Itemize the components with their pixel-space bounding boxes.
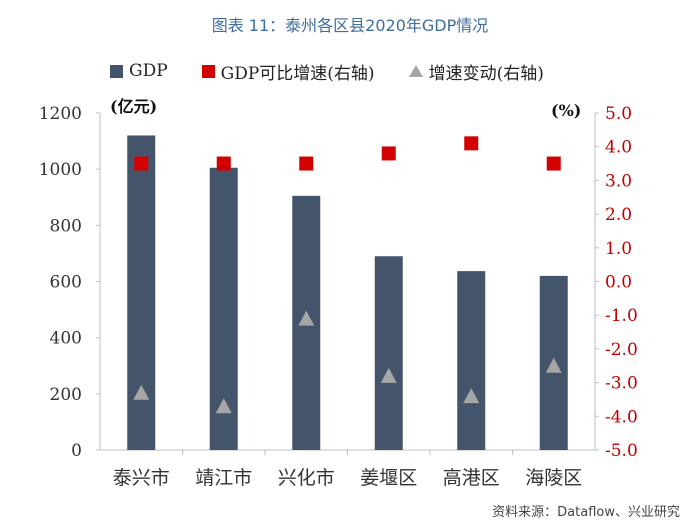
right-tick-label: 2.0 (605, 205, 632, 225)
right-tick-label: 3.0 (605, 171, 632, 191)
change-marker (133, 384, 150, 400)
right-tick-label: 0.0 (605, 273, 632, 293)
legend-label-change: 增速变动(右轴) (428, 63, 544, 84)
right-tick-label: -1.0 (605, 306, 638, 326)
growth-marker (546, 156, 561, 171)
legend-swatch-triangle (408, 65, 423, 77)
right-tick-label: -4.0 (605, 407, 638, 427)
legend-label-gdp: GDP (129, 61, 168, 81)
legend-label-growth: GDP可比增速(右轴) (220, 63, 375, 84)
category-label: 姜堰区 (360, 467, 417, 489)
right-tick-label: 1.0 (605, 239, 632, 259)
source-note: 资料来源：Dataflow、兴业研究 (492, 505, 680, 520)
left-tick-label: 0 (71, 441, 82, 461)
change-marker (215, 398, 232, 414)
change-marker (463, 388, 480, 404)
gdp-bar (374, 256, 403, 450)
right-tick-label: -3.0 (605, 374, 638, 394)
growth-marker (299, 156, 314, 171)
growth-marker (381, 146, 396, 161)
left-tick-label: 400 (50, 329, 82, 349)
left-tick-label: 1200 (39, 104, 82, 124)
legend-swatch-bar (110, 64, 123, 78)
category-label: 兴化市 (278, 467, 335, 489)
legend: GDP GDP可比增速(右轴) 增速变动(右轴) (110, 58, 578, 84)
category-label: 高港区 (443, 467, 500, 489)
left-tick-label: 600 (50, 273, 82, 293)
growth-marker (134, 156, 149, 171)
growth-marker (464, 136, 479, 151)
gdp-bar (457, 271, 486, 450)
category-label: 泰兴市 (113, 467, 170, 489)
right-axis-unit: (%) (551, 101, 582, 120)
growth-marker (216, 156, 231, 171)
chart-title: 图表 11：泰州各区县2020年GDP情况 (211, 16, 489, 35)
left-tick-label: 1000 (39, 160, 82, 180)
change-marker (380, 367, 397, 383)
left-axis-unit: (亿元) (110, 97, 158, 116)
legend-item-growth: GDP可比增速(右轴) (201, 59, 375, 84)
left-tick-label: 200 (50, 385, 82, 405)
change-marker (545, 357, 562, 373)
legend-item-change: 增速变动(右轴) (408, 59, 544, 84)
right-tick-label: 4.0 (605, 138, 632, 158)
right-tick-label: -5.0 (605, 441, 638, 461)
change-marker (298, 310, 315, 326)
gdp-bar (127, 135, 156, 450)
legend-swatch-square (201, 64, 215, 78)
right-tick-label: 5.0 (605, 104, 632, 124)
left-tick-label: 800 (50, 216, 82, 236)
legend-item-gdp: GDP (110, 61, 168, 81)
category-label: 靖江市 (195, 467, 252, 489)
category-label: 海陵区 (525, 467, 582, 489)
right-tick-label: -2.0 (605, 340, 638, 360)
